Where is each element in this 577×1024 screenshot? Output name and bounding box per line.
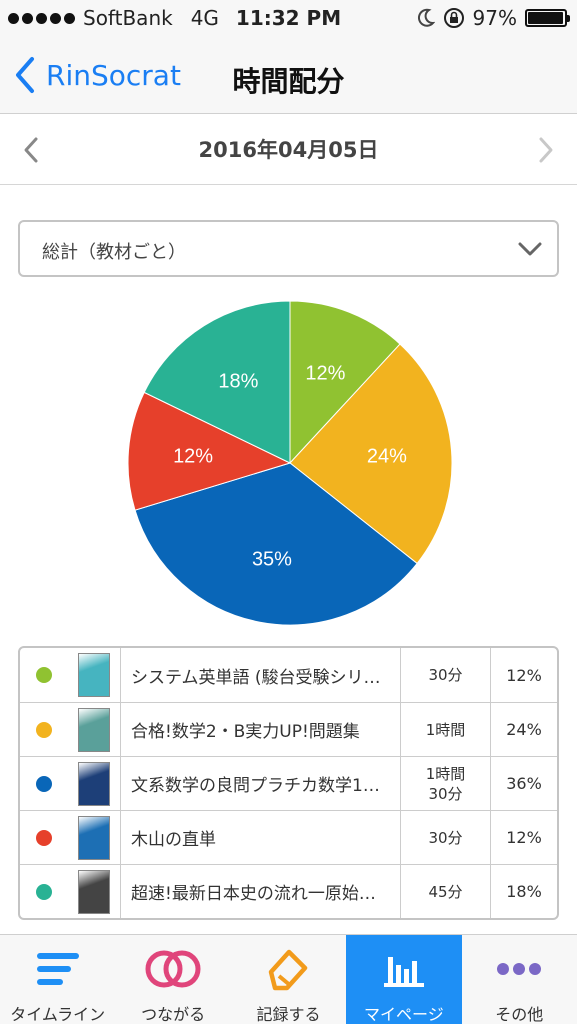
rotation-lock-icon	[443, 8, 464, 28]
material-title: 超速!最新日本史の流れ一原始…	[120, 865, 400, 918]
bar-chart-icon	[346, 947, 461, 991]
study-time-cell: 45分	[400, 865, 490, 918]
table-row[interactable]: 文系数学の良問プラチカ数学1… 1時間 30分 36%	[20, 756, 557, 810]
next-date-button[interactable]	[531, 133, 559, 167]
material-breakdown-table: システム英単語 (駿台受験シリ… 30分 12% 合格!数学2・B実力UP!問題集 1時…	[18, 646, 559, 920]
material-title: システム英単語 (駿台受験シリ…	[120, 648, 400, 702]
status-right: 97%	[417, 6, 570, 30]
pie-slice	[143, 300, 291, 464]
battery-icon	[525, 9, 570, 27]
book-thumbnail-cell	[68, 811, 120, 864]
back-label: RinSocrat	[46, 58, 181, 92]
tab-record-pencil[interactable]: 記録する	[231, 935, 346, 1024]
tab-more-dots[interactable]: その他	[462, 935, 577, 1024]
pie-slice	[289, 300, 401, 465]
pie-slice	[127, 391, 292, 511]
tab-bar: タイムライン つながる 記録する マイページ その他	[0, 934, 577, 1024]
pie-chart-svg: 12% 24% 35% 12% 18%	[127, 300, 453, 626]
record-pencil-icon	[231, 947, 346, 991]
tab-label: その他	[495, 1005, 544, 1024]
material-title: 文系数学の良問プラチカ数学1…	[120, 757, 400, 810]
pie-slice-label: 18%	[218, 371, 258, 393]
study-time-line2: 30分	[428, 784, 463, 803]
table-row[interactable]: 木山の直単 30分 12%	[20, 810, 557, 864]
book-thumbnail-cell	[68, 703, 120, 756]
chevron-left-icon	[16, 57, 34, 93]
study-time: 45分	[428, 882, 463, 901]
book-cover-image	[78, 761, 110, 806]
more-dots-icon	[462, 947, 577, 991]
moon-icon	[417, 8, 435, 27]
select-value: 総計（教材ごと）	[42, 242, 186, 263]
study-time: 1時間	[425, 764, 466, 783]
tab-label: つながる	[141, 1005, 206, 1024]
color-legend-cell	[20, 865, 68, 918]
tab-label: マイページ	[364, 1005, 444, 1024]
tab-label: 記録する	[256, 1005, 321, 1024]
book-cover-image	[78, 707, 110, 752]
pie-slice	[289, 343, 453, 565]
tab-bar-chart[interactable]: マイページ	[346, 935, 462, 1024]
pie-slice	[134, 462, 418, 626]
book-cover-image	[78, 815, 110, 860]
pie-slice-label: 12%	[305, 362, 345, 384]
color-legend-cell	[20, 648, 68, 702]
carrier-info: SoftBank 4G	[8, 6, 219, 30]
color-legend-cell	[20, 757, 68, 810]
book-thumbnail-cell	[68, 865, 120, 918]
back-button[interactable]: RinSocrat	[14, 56, 181, 94]
table-row[interactable]: システム英単語 (駿台受験シリ… 30分 12%	[20, 648, 557, 702]
study-time-cell: 1時間 30分	[400, 757, 490, 810]
date-navigator: 2016年04月05日	[0, 115, 577, 185]
table-row[interactable]: 超速!最新日本史の流れ一原始… 45分 18%	[20, 864, 557, 918]
network-type: 4G	[190, 6, 219, 30]
study-time: 1時間	[425, 720, 466, 739]
pie-slice-label: 12%	[173, 445, 213, 467]
navigation-bar: RinSocrat 時間配分	[0, 38, 577, 114]
percentage: 24%	[490, 703, 557, 756]
tab-label: タイムライン	[10, 1005, 106, 1024]
legend-dot	[36, 775, 52, 792]
percentage: 12%	[490, 811, 557, 864]
pie-slice-label: 35%	[252, 549, 292, 571]
color-legend-cell	[20, 703, 68, 756]
percentage: 12%	[490, 648, 557, 702]
study-time-cell: 30分	[400, 648, 490, 702]
tab-timeline[interactable]: タイムライン	[0, 935, 115, 1024]
summary-type-select[interactable]: 総計（教材ごと）	[18, 220, 559, 277]
percentage: 18%	[490, 865, 557, 918]
study-time: 30分	[428, 828, 463, 847]
color-legend-cell	[20, 811, 68, 864]
material-title: 木山の直単	[120, 811, 400, 864]
table-row[interactable]: 合格!数学2・B実力UP!問題集 1時間 24%	[20, 702, 557, 756]
legend-dot	[36, 667, 52, 683]
book-thumbnail-cell	[68, 757, 120, 810]
percentage: 36%	[490, 757, 557, 810]
study-time-cell: 1時間	[400, 703, 490, 756]
timeline-icon	[0, 947, 115, 991]
connect-rings-icon	[115, 947, 230, 991]
status-time: 11:32 PM	[235, 6, 342, 30]
pie-slice-label: 24%	[367, 445, 407, 467]
previous-date-button[interactable]	[18, 133, 46, 167]
battery-percent: 97%	[472, 6, 517, 30]
material-title: 合格!数学2・B実力UP!問題集	[120, 703, 400, 756]
signal-dots-icon	[8, 12, 75, 24]
time-distribution-pie-chart: 12% 24% 35% 12% 18%	[127, 300, 453, 626]
tab-connect-rings[interactable]: つながる	[115, 935, 230, 1024]
page-title: 時間配分	[232, 65, 345, 98]
legend-dot	[36, 829, 52, 846]
current-date: 2016年04月05日	[198, 138, 379, 162]
chevron-down-icon	[518, 242, 542, 256]
carrier-name: SoftBank	[83, 6, 173, 30]
study-time-cell: 30分	[400, 811, 490, 864]
status-bar: SoftBank 4G 11:32 PM 97%	[0, 0, 577, 38]
legend-dot	[36, 883, 52, 900]
book-thumbnail-cell	[68, 648, 120, 702]
legend-dot	[36, 721, 52, 738]
study-time: 30分	[428, 666, 463, 684]
book-cover-image	[78, 653, 110, 697]
book-cover-image	[78, 869, 110, 914]
